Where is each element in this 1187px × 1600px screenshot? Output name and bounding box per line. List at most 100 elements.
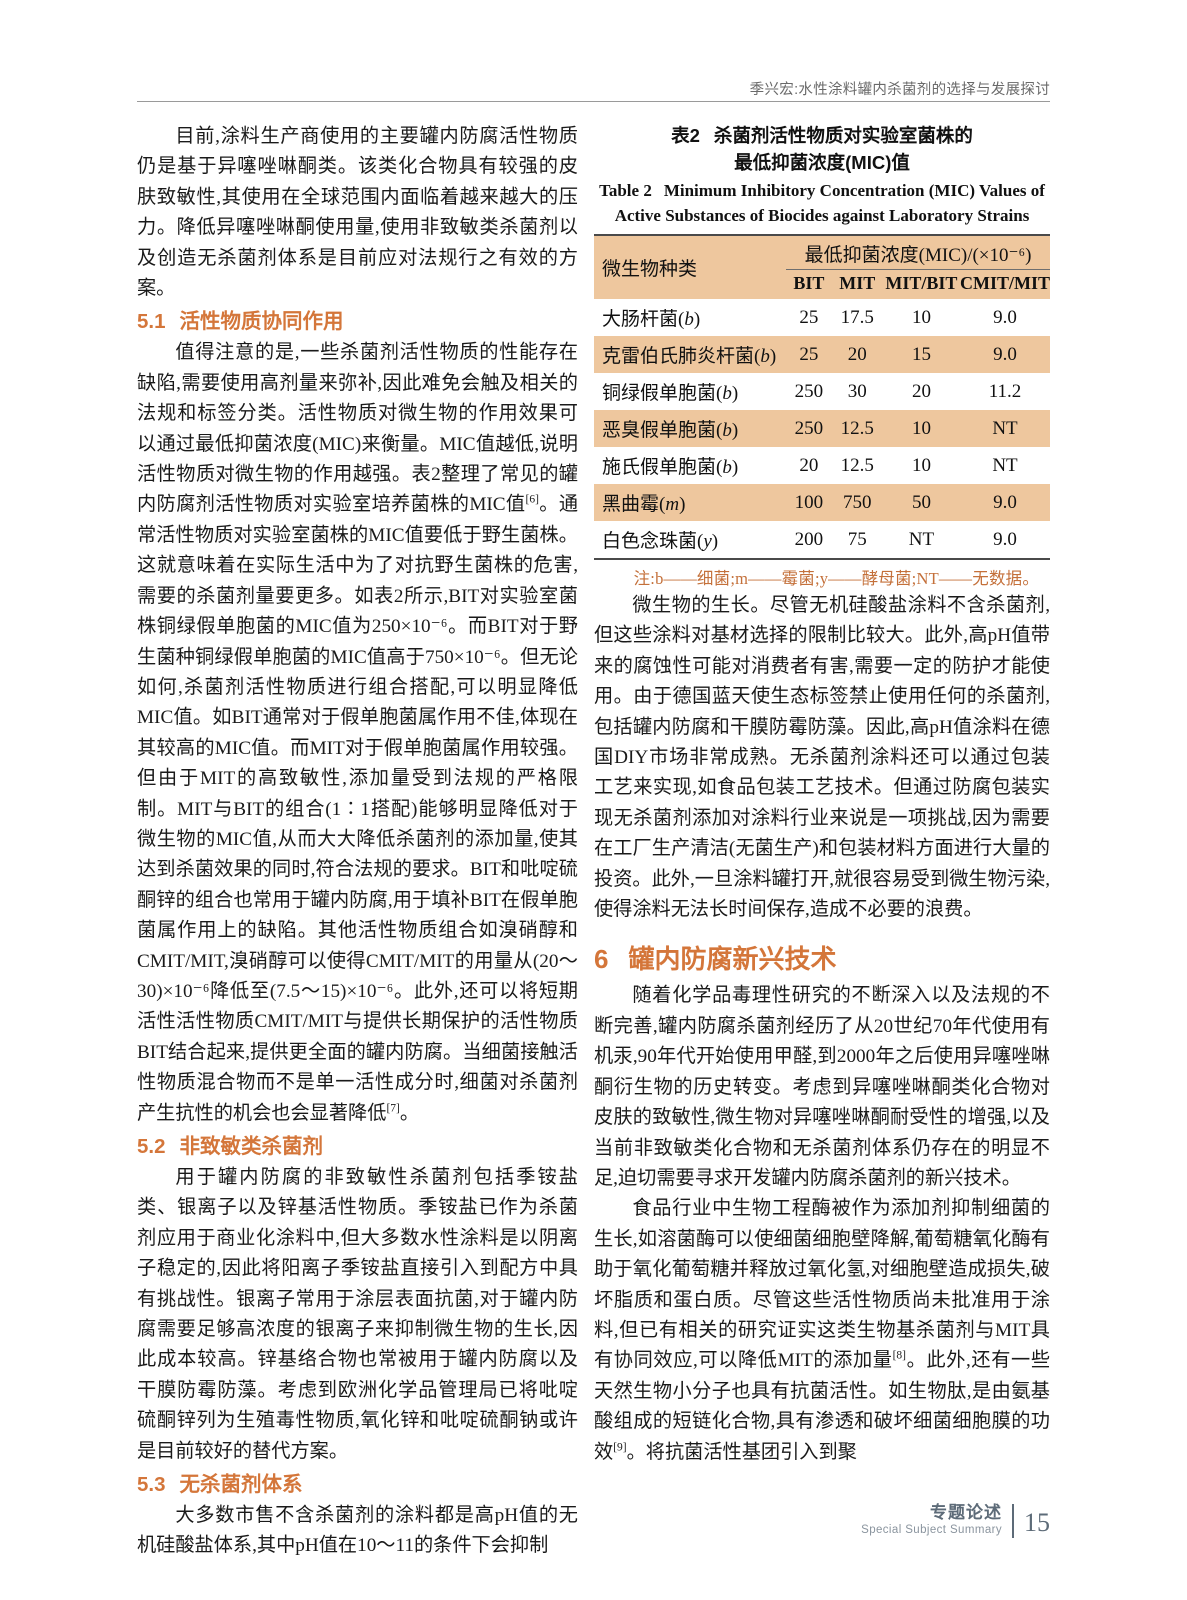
left-column: 目前,涂料生产商使用的主要罐内防腐活性物质仍是基于异噻唑啉酮类。该类化合物具有较… [137, 122, 578, 1562]
running-head-rule [137, 101, 1050, 102]
cell-mit: 75 [831, 521, 883, 560]
column-header-mit: MIT [831, 269, 883, 299]
cell-bit: 20 [799, 454, 819, 476]
table-row: 白色念珠菌(y) 200 75 NT 9.0 [594, 521, 1050, 560]
cell-mit-bit: 50 [882, 484, 960, 521]
cell-cmit-mit: 9.0 [959, 336, 1050, 373]
cell-species: 克雷伯氏肺炎杆菌(b) [594, 336, 787, 373]
paragraph-history: 随着化学品毒理性研究的不断深入以及法规的不断完善,罐内防腐杀菌剂经历了从20世纪… [594, 985, 1050, 1189]
paragraph-nonsensitizing: 用于罐内防腐的非致敏性杀菌剂包括季铵盐类、银离子以及锌基活性物质。季铵盐已作为杀… [137, 1167, 578, 1462]
reference-marker-6: [6] [525, 494, 539, 507]
cell-cmit-mit: NT [992, 454, 1018, 476]
cell-mit-bit: 10 [911, 306, 931, 328]
column-header-cmit-mit: CMIT/MIT [959, 269, 1050, 299]
cell-cmit-mit: 9.0 [959, 521, 1050, 560]
running-head: 季兴宏:水性涂料罐内杀菌剂的选择与发展探讨 [749, 82, 1050, 98]
page-footer: 专题论述 Special Subject Summary 15 [861, 1502, 1050, 1538]
paragraph-synergy: 值得注意的是,一些杀菌剂活性物质的性能存在缺陷,需要使用高剂量来弥补,因此难免会… [137, 338, 578, 1129]
heading-5-3-number: 5.3 [137, 1473, 166, 1497]
paragraph-silicate: 微生物的生长。尽管无机硅酸盐涂料不含杀菌剂,但这些涂料对基材选择的限制比较大。此… [594, 595, 1050, 921]
footer-section-cn: 专题论述 [930, 1503, 1002, 1522]
table-row: 克雷伯氏肺炎杆菌(b) 25 20 15 9.0 [594, 336, 1050, 373]
cell-cmit-mit: 9.0 [993, 306, 1017, 328]
cell-mit-bit: 15 [882, 336, 960, 373]
cell-mit-bit: NT [882, 521, 960, 560]
heading-6-text: 罐内防腐新兴技术 [628, 944, 837, 975]
heading-5-1: 5.1 活性物质协同作用 [137, 306, 578, 338]
reference-marker-7: [7] [386, 1102, 400, 1115]
footer-divider [1012, 1504, 1014, 1538]
cell-mit: 30 [847, 380, 867, 402]
paragraph-synergy-part-a: 值得注意的是,一些杀菌剂活性物质的性能存在缺陷,需要使用高剂量来弥补,因此难免会… [137, 342, 578, 516]
cell-bit: 25 [799, 306, 819, 328]
reference-marker-8: [8] [892, 1349, 906, 1362]
table-title-en-text: Minimum Inhibitory Concentration (MIC) V… [614, 181, 1045, 225]
paragraph-intro: 目前,涂料生产商使用的主要罐内防腐活性物质仍是基于异噻唑啉酮类。该类化合物具有较… [137, 126, 578, 300]
cell-mit: 12.5 [840, 454, 874, 476]
table-row: 施氏假单胞菌(b) 20 12.5 10 NT [594, 447, 1050, 484]
cell-mit: 750 [831, 484, 883, 521]
table-footnote: 注:b——细菌;m——霉菌;y——酵母菌;NT——无数据。 [633, 569, 1040, 588]
heading-5-1-number: 5.1 [137, 310, 166, 334]
cell-mit-bit: 10 [882, 410, 960, 447]
heading-5-3-text: 无杀菌剂体系 [179, 1473, 303, 1497]
cell-species: 黑曲霉(m) [594, 484, 787, 521]
table-block: 表2 杀菌剂活性物质对实验室菌株的 最低抑菌浓度(MIC)值 Table 2 Min… [594, 122, 1050, 591]
mic-table-head: 微生物种类 最低抑菌浓度(MIC)/(×10⁻⁶) BIT MIT MIT/BI… [594, 235, 1050, 299]
footer-section-label: 专题论述 Special Subject Summary [861, 1502, 1002, 1538]
table-row: 铜绿假单胞菌(b) 250 30 20 11.2 [594, 373, 1050, 410]
heading-5-3: 5.3 无杀菌剂体系 [137, 1469, 578, 1501]
heading-5-2-text: 非致敏类杀菌剂 [179, 1135, 324, 1158]
cell-cmit-mit: NT [959, 410, 1050, 447]
table-row: 大肠杆菌(b) 25 17.5 10 9.0 [594, 299, 1050, 336]
mic-table-header-row-1: 微生物种类 最低抑菌浓度(MIC)/(×10⁻⁶) [594, 235, 1050, 299]
cell-bit: 250 [786, 410, 832, 447]
cell-mit: 17.5 [840, 306, 874, 328]
paragraph-synergy-part-b: 。通常活性物质对实验室菌株的MIC值要低于野生菌株。这就意味着在实际生活中为了对… [137, 494, 579, 1124]
paragraph-enzymes-part-c: 。将抗菌活性基团引入到聚 [626, 1441, 857, 1463]
column-header-species: 微生物种类 [594, 235, 787, 299]
heading-5-2: 5.2 非致敏类杀菌剂 [137, 1131, 578, 1163]
cell-bit: 200 [786, 521, 832, 560]
table-caption-cn: 表2 杀菌剂活性物质对实验室菌株的 最低抑菌浓度(MIC)值 [594, 122, 1050, 176]
cell-species: 大肠杆菌(b) [602, 309, 701, 330]
cell-bit: 100 [786, 484, 832, 521]
table-row: 恶臭假单胞菌(b) 250 12.5 10 NT [594, 410, 1050, 447]
column-header-mit-bit: MIT/BIT [882, 269, 960, 299]
paragraph-enzymes-part-b: 。此外,还有一些天然生物小分子也具有抗菌活性。如生物肽,是由氨基酸组成的短链化合… [594, 1350, 1051, 1463]
mic-table: 微生物种类 最低抑菌浓度(MIC)/(×10⁻⁶) BIT MIT MIT/BI… [594, 234, 1050, 560]
table-label-cn: 表2 [671, 125, 700, 146]
cell-species: 恶臭假单胞菌(b) [594, 410, 787, 447]
mic-table-header-row-2: BIT MIT MIT/BIT CMIT/MIT [594, 269, 1050, 299]
right-column: 表2 杀菌剂活性物质对实验室菌株的 最低抑菌浓度(MIC)值 Table 2 Min… [594, 122, 1050, 1468]
heading-6-number: 6 [594, 944, 609, 975]
cell-species: 白色念珠菌(y) [594, 521, 787, 560]
heading-6: 6 罐内防腐新兴技术 [594, 939, 1050, 979]
cell-bit: 250 [794, 380, 824, 402]
paragraph-synergy-part-c: 。 [399, 1102, 420, 1124]
cell-cmit-mit: 9.0 [959, 484, 1050, 521]
table-caption-en: Table 2 Minimum Inhibitory Concentration … [594, 178, 1050, 228]
table-row: 黑曲霉(m) 100 750 50 9.0 [594, 484, 1050, 521]
footer-section-en: Special Subject Summary [861, 1524, 1002, 1536]
page-number: 15 [1024, 1508, 1050, 1537]
cell-bit: 25 [786, 336, 832, 373]
mic-table-body: 大肠杆菌(b) 25 17.5 10 9.0 克雷伯氏肺炎杆菌(b) 25 20 15 9.0 铜绿… [594, 299, 1050, 560]
paragraph-enzymes-part-a: 食品行业中生物工程酶被作为添加剂抑制细菌的生长,如溶菌酶可以使细菌细胞壁降解,葡… [594, 1198, 1050, 1372]
paragraph-enzymes: 食品行业中生物工程酶被作为添加剂抑制细菌的生长,如溶菌酶可以使细菌细胞壁降解,葡… [594, 1194, 1050, 1468]
cell-cmit-mit: 11.2 [988, 380, 1022, 402]
cell-species: 铜绿假单胞菌(b) [602, 383, 739, 404]
paragraph-biocide-free: 大多数市售不含杀菌剂的涂料都是高pH值的无机硅酸盐体系,其中pH值在10～11的… [137, 1505, 578, 1557]
table-label-en: Table 2 [599, 181, 652, 200]
reference-marker-9: [9] [613, 1441, 627, 1454]
cell-mit: 12.5 [831, 410, 883, 447]
cell-species: 施氏假单胞菌(b) [602, 457, 739, 478]
table-title-cn-line1: 杀菌剂活性物质对实验室菌株的 [713, 125, 973, 146]
column-header-group-mic: 最低抑菌浓度(MIC)/(×10⁻⁶) [786, 235, 1050, 270]
cell-mit-bit: 20 [911, 380, 931, 402]
heading-5-2-number: 5.2 [137, 1135, 166, 1158]
cell-mit-bit: 10 [911, 454, 931, 476]
column-header-bit: BIT [786, 269, 832, 299]
cell-mit: 20 [831, 336, 883, 373]
